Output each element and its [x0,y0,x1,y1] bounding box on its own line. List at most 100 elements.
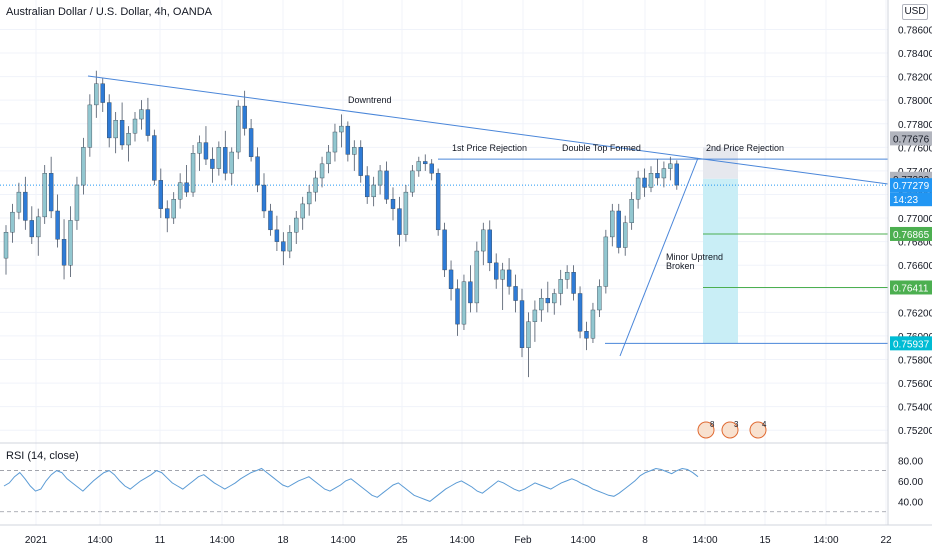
candle-body [242,105,247,129]
annotation-label: Double Top Formed [562,143,641,153]
annotation-label: 2nd Price Rejection [706,143,784,153]
candle-body [261,184,267,212]
rsi-pane: 80.00 60.00 40.00 [0,442,923,513]
reward-zone [703,178,738,344]
price-tick-label: 0.77800 [898,120,932,131]
candle-body [519,300,525,348]
candle-body [294,217,299,233]
candle-body [184,182,189,193]
candle-body [132,118,138,134]
candle-body [610,210,615,238]
candle-body [36,216,41,238]
candle-body [564,272,570,280]
candle-body [655,173,660,179]
annotation-label: 1st Price Rejection [452,143,527,153]
position-zone [703,147,738,344]
candle-body [197,142,202,154]
price-tick-label: 0.76800 [898,238,932,249]
candle-body [500,269,505,280]
price-tag [890,178,932,193]
rsi-tick-label: 60.00 [898,477,923,488]
price-tag-label: 0.75937 [893,339,930,350]
candle-body [158,180,164,209]
price-tag [890,192,932,207]
candle-body [403,191,409,235]
event-count: 4 [762,420,767,429]
candle-body [558,279,563,294]
currency-button[interactable]: USD [902,4,928,20]
candle-body [461,281,467,325]
candle-body [10,211,15,233]
time-tick-label: 14:00 [449,535,474,546]
candle-body [94,83,99,106]
candle-body [352,147,357,155]
candle-body [603,236,609,287]
candle-body [74,184,80,221]
price-tick-label: 0.77000 [898,214,932,225]
candle-body [326,151,331,165]
time-tick-label: 18 [277,535,289,546]
candle-body [358,147,363,176]
chart-title: Australian Dollar / U.S. Dollar, 4h, OAN… [6,6,213,18]
price-tick-label: 0.75800 [898,355,932,366]
price-tag-label: 0.76411 [893,283,929,294]
economic-event-flag-icon[interactable] [721,421,739,439]
candle-body [429,163,434,174]
time-axis: 2021 14:00 11 14:00 18 14:00 25 14:00 Feb 14:00 8 1… [0,524,932,546]
time-tick-label: Feb [514,535,532,546]
candle-body [3,231,9,259]
candle-body [139,109,144,120]
candle-body [190,153,196,193]
event-markers: 8 3 4 [697,420,767,439]
economic-event-flag-icon[interactable] [749,421,767,439]
candle-body [345,125,351,155]
time-tick-label: 14:00 [87,535,112,546]
candle-body [377,170,383,186]
candle-body [319,163,325,179]
candle-body [435,173,441,231]
price-tag-label: 0.77676 [893,134,930,145]
candle-body [235,105,241,153]
candle-body [100,83,105,103]
candle-body [494,262,499,280]
candle-body [313,177,318,193]
candle-body [623,222,628,248]
candle-body [152,135,157,181]
candle-body [371,184,376,198]
minor-uptrend-line [619,157,699,357]
candle-body [365,175,370,198]
time-tick-label: 22 [880,535,892,546]
candle-body [332,131,338,153]
price-tag [890,336,932,351]
candle-body [61,239,67,266]
candle-body [468,281,473,304]
candle-body [635,177,641,200]
candle-body [287,231,292,252]
candle-body [416,161,421,172]
candle-body [29,220,34,238]
candle-body [590,309,596,339]
price-tick-label: 0.77600 [898,143,932,154]
candle-body [165,208,170,219]
time-tick-label: 8 [642,535,648,546]
trendlines [87,75,889,357]
candle-body [48,173,54,212]
candle-body [339,125,344,133]
candle-body [229,151,234,174]
candle-body [513,286,518,301]
candle-body [545,298,550,304]
candle-body [674,163,679,186]
candle-body [384,170,389,200]
candle-body [203,142,209,160]
candle-body [390,198,396,209]
economic-event-flag-icon[interactable] [697,421,715,439]
candle-body [119,120,125,146]
candle-body [629,198,634,223]
price-tag [890,131,932,146]
candle-body [300,203,305,219]
candle-body [145,109,151,136]
price-axis: 0.78600 0.78400 0.78200 0.78000 0.77800 0.776… [887,0,932,525]
time-tick-label: 14:00 [813,535,838,546]
